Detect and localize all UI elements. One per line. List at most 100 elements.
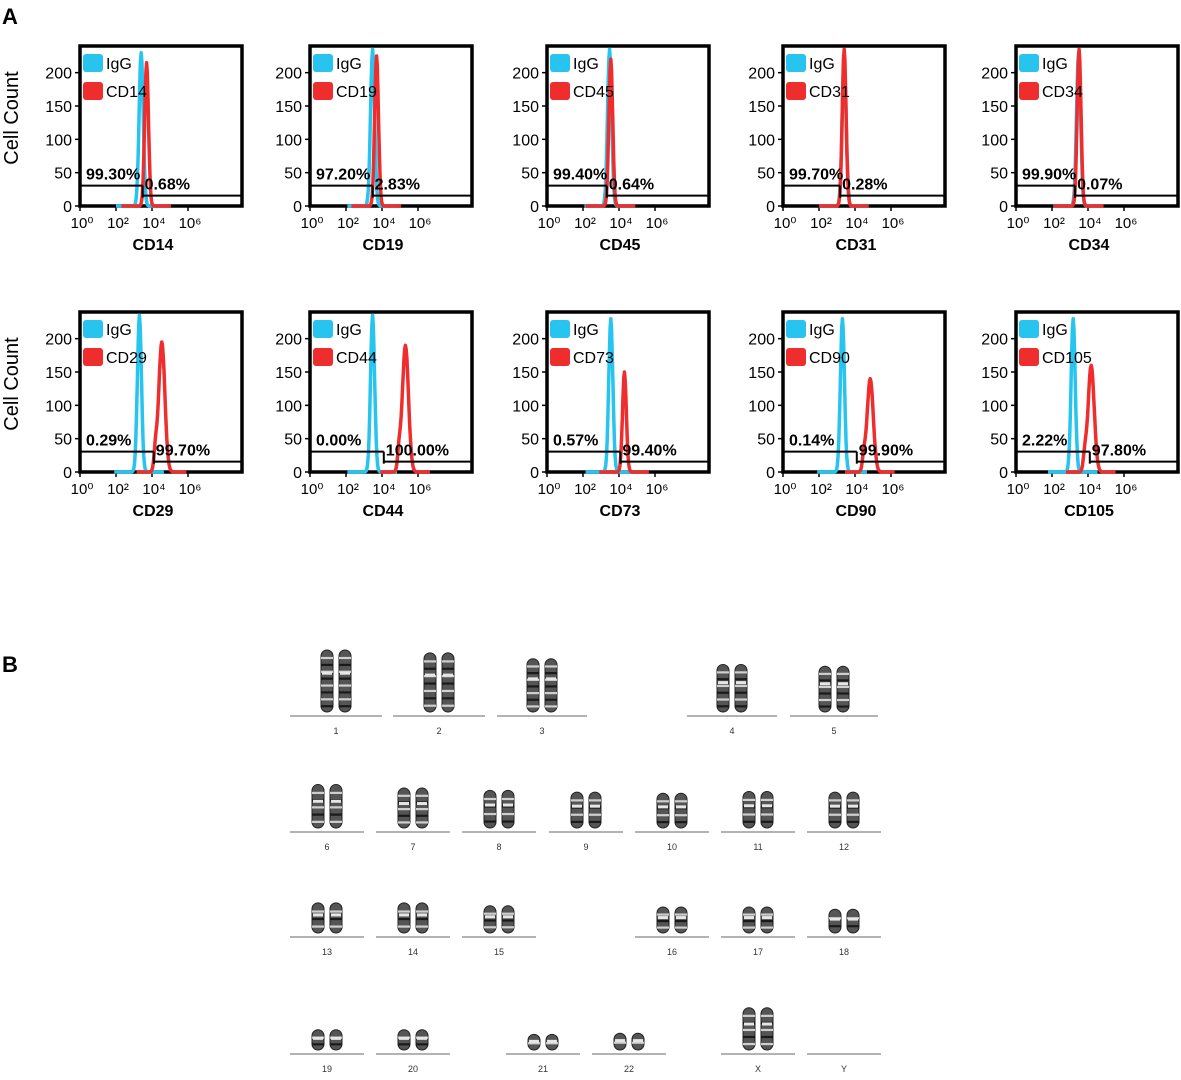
y-tick-label: 100	[45, 398, 72, 415]
chromosome-band	[545, 705, 557, 708]
legend-igg-swatch	[313, 320, 333, 338]
centromere	[485, 803, 495, 807]
chromosome-label: 15	[494, 947, 504, 957]
x-tick-label: 10⁰	[538, 481, 561, 498]
y-tick-label: 150	[45, 99, 72, 116]
centromere	[762, 804, 772, 808]
legend-marker-swatch	[1019, 82, 1039, 100]
x-tick-label: 10⁴	[142, 215, 165, 232]
centromere	[313, 913, 323, 917]
chromosome-pair-8: 8	[462, 789, 536, 852]
chromosome-band	[330, 820, 342, 823]
chromosome-label: 1	[333, 726, 338, 736]
x-tick-label: 10⁴	[372, 215, 395, 232]
chromosome-band	[502, 797, 514, 801]
gate-negative-percent: 97.20%	[316, 167, 370, 184]
y-axis-title-row-2: Cell Count	[1, 337, 23, 431]
chromosome-band	[502, 912, 514, 915]
x-tick-label: 10⁴	[1078, 215, 1101, 232]
chromosome-band	[675, 800, 687, 803]
chromosome-pair-18: 18	[807, 908, 881, 957]
centromere	[313, 799, 323, 803]
x-tick-label: 10⁰	[774, 215, 797, 232]
chromosome-band	[743, 798, 755, 802]
legend-marker-label: CD44	[336, 350, 377, 367]
chromosome-band	[484, 912, 496, 915]
chromosome-band	[502, 820, 514, 823]
chromosome-pair-9: 9	[549, 791, 623, 852]
chromosome-label: 16	[667, 947, 677, 957]
x-axis-label: CD44	[363, 503, 404, 520]
chromosome-band	[330, 806, 342, 809]
chromosome-label: 20	[408, 1064, 418, 1074]
chromosome-label: 6	[324, 842, 329, 852]
chromosome-band	[819, 698, 831, 702]
legend-marker-label: CD14	[106, 84, 147, 101]
chromosome-pair-17: 17	[721, 906, 795, 957]
chromosome-band	[312, 917, 324, 921]
igg-histogram-curve	[1046, 316, 1099, 474]
y-tick-label: 200	[981, 332, 1008, 349]
centromere	[744, 1022, 754, 1026]
chromosome-band	[502, 919, 514, 922]
y-tick-label: 50	[757, 432, 775, 449]
chromosome-band	[819, 672, 831, 675]
y-tick-label: 200	[512, 66, 539, 83]
chromosome-band	[837, 698, 849, 702]
gate-positive-percent: 99.40%	[622, 443, 676, 460]
y-tick-label: 200	[748, 332, 775, 349]
y-tick-label: 100	[748, 132, 775, 149]
marker-histogram-curve	[584, 57, 637, 208]
y-tick-label: 50	[54, 166, 72, 183]
chromosome-band	[743, 1014, 755, 1017]
y-tick-label: 150	[748, 99, 775, 116]
chromosome-band	[398, 1043, 410, 1046]
legend-marker-label: CD34	[1042, 84, 1083, 101]
chromosome-band	[743, 919, 755, 923]
x-tick-label: 10⁴	[142, 481, 165, 498]
x-tick-label: 10⁴	[609, 215, 632, 232]
chromosome-band	[424, 682, 436, 685]
y-tick-label: 0	[293, 465, 302, 482]
chromatid	[320, 649, 334, 713]
legend-igg-label: IgG	[1042, 322, 1068, 339]
chromosome-band	[829, 925, 841, 928]
x-tick-label: 10⁶	[179, 215, 202, 232]
legend-marker-label: CD45	[573, 84, 614, 101]
chromosome-label: 22	[624, 1064, 634, 1074]
igg-histogram-curve	[584, 316, 637, 474]
centromere	[331, 799, 341, 803]
chromosome-band	[398, 910, 410, 913]
centromere	[676, 805, 686, 809]
chromosome-band	[632, 1041, 644, 1044]
chromosome-band	[527, 672, 539, 675]
x-axis-label: CD34	[1069, 237, 1110, 254]
gate-positive-percent: 2.83%	[375, 177, 420, 194]
x-axis-label: CD19	[363, 237, 404, 254]
chromosome-band	[735, 671, 747, 674]
chromosome-band	[484, 812, 496, 816]
legend-marker-label: CD19	[336, 84, 377, 101]
panel-a-label: A	[2, 4, 18, 29]
centromere	[744, 804, 754, 808]
chromosome-band	[339, 684, 351, 687]
chromosome-band	[847, 799, 859, 802]
x-tick-label: 10⁰	[538, 215, 561, 232]
chromosome-band	[614, 1041, 626, 1044]
chromosome-band	[819, 679, 831, 682]
x-axis-label: CD90	[836, 503, 877, 520]
gate-negative-percent: 99.30%	[86, 167, 140, 184]
chromosome-band	[589, 820, 601, 824]
y-tick-label: 0	[63, 465, 72, 482]
chromosome-band	[545, 685, 557, 688]
centromere	[503, 803, 513, 807]
chromatid	[846, 908, 860, 934]
x-tick-label: 10⁰	[301, 481, 324, 498]
chromosome-band	[312, 813, 324, 816]
chromosome-label: 11	[753, 842, 762, 852]
legend-igg-swatch	[786, 54, 806, 72]
y-tick-label: 100	[512, 398, 539, 415]
centromere	[528, 677, 538, 681]
